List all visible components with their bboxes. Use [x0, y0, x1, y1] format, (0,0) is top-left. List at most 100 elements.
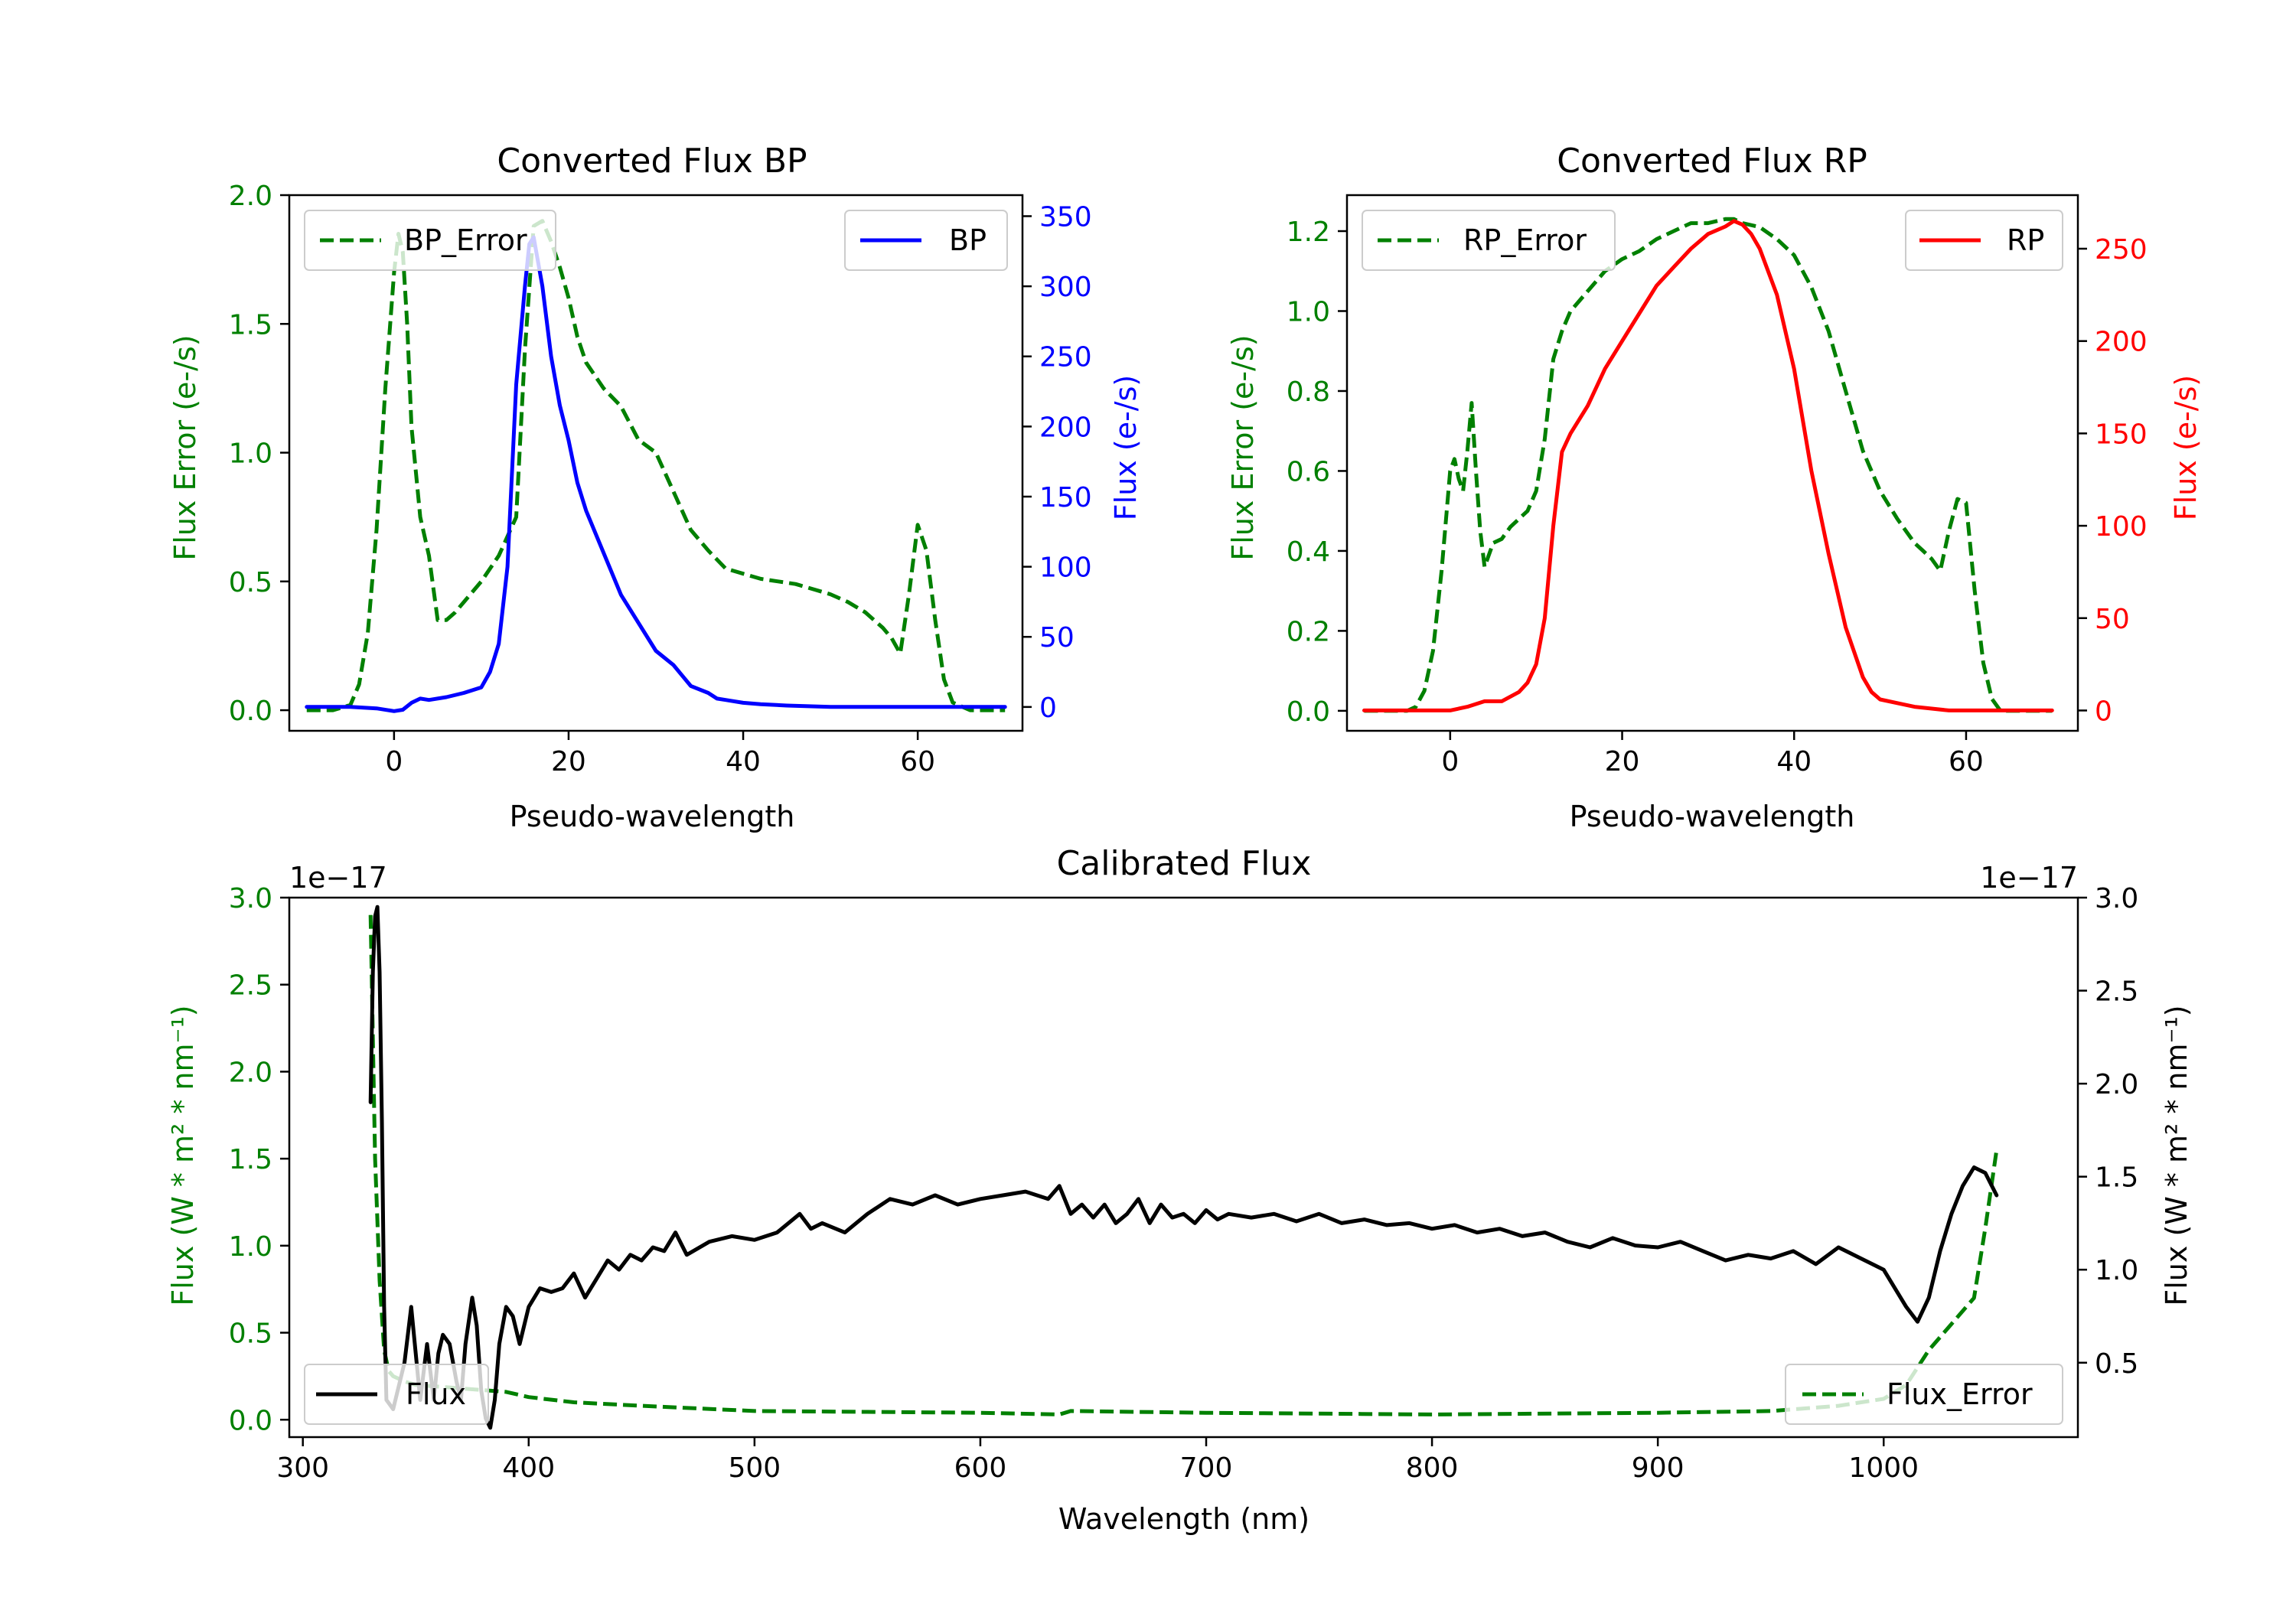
rp-series-rp	[1362, 219, 2054, 712]
rp-right-y-tick-label: 150	[2095, 419, 2148, 450]
calibrated-right-y-tick-label: 1.5	[2095, 1162, 2138, 1194]
calibrated-legend-error-label: Flux_Error	[1887, 1377, 2033, 1411]
bp-right-y-tick-label: 200	[1039, 412, 1092, 443]
rp-legend-right: RP	[1905, 210, 2063, 271]
rp-left-y-tick-label: 1.0	[1287, 296, 1330, 328]
bp-legend-left: BP_Error	[304, 210, 556, 271]
calibrated-legend-right-box	[1785, 1364, 2063, 1425]
bp-left-y-ticks: 0.0 0.5 1.0 1.5 2.0	[229, 181, 289, 727]
rp-left-y-tick-label: 0.8	[1287, 376, 1330, 408]
rp-axes-frame	[1345, 194, 2079, 732]
calibrated-right-y-tick-label: 2.0	[2095, 1069, 2138, 1100]
rp-plot-area	[1362, 217, 2054, 713]
rp-right-y-tick-label: 50	[2095, 604, 2130, 635]
rp-panel: Converted Flux RP Pseudo-wavelength Flux…	[1226, 142, 2203, 833]
calibrated-right-offset-label: 1e−17	[1980, 861, 2078, 895]
bp-right-y-tick-label: 100	[1039, 553, 1092, 584]
bp-plot-area	[305, 219, 1007, 713]
calibrated-right-y-axis-label: Flux (W * m² * nm⁻¹)	[2160, 1005, 2193, 1305]
bp-x-axis-label: Pseudo-wavelength	[510, 800, 795, 833]
rp-title: Converted Flux RP	[1557, 142, 1867, 181]
calibrated-right-y-ticks: 0.5 1.0 1.5 2.0 2.5 3.0	[2078, 883, 2138, 1380]
calibrated-left-y-tick-label: 2.0	[229, 1057, 272, 1088]
rp-right-y-axis-label: Flux (e-/s)	[2169, 375, 2203, 520]
bp-right-y-tick-label: 250	[1039, 342, 1092, 373]
bp-legend-error-label: BP_Error	[404, 223, 527, 257]
calibrated-title: Calibrated Flux	[1057, 844, 1312, 883]
calibrated-legend-flux-label: Flux	[406, 1377, 466, 1411]
bp-right-y-tick-label: 150	[1039, 482, 1092, 513]
calibrated-legend-left: Flux	[304, 1364, 489, 1425]
bp-series-bp-error	[306, 219, 1006, 712]
calibrated-right-y-tick-label: 3.0	[2095, 883, 2138, 914]
rp-left-y-axis-label: Flux Error (e-/s)	[1226, 334, 1260, 560]
rp-x-tick-label: 40	[1776, 746, 1812, 777]
calibrated-left-y-ticks: 0.0 0.5 1.0 1.5 2.0 2.5 3.0	[229, 883, 289, 1436]
rp-series-rp-error	[1364, 217, 2053, 713]
rp-left-y-tick-label: 1.2	[1287, 217, 1330, 248]
bp-legend-right: BP	[844, 210, 1008, 271]
rp-left-y-ticks: 0.0 0.2 0.4 0.6 0.8 1.0 1.2	[1287, 217, 1347, 728]
calibrated-left-offset-label: 1e−17	[289, 861, 387, 895]
calibrated-x-tick-label: 600	[954, 1452, 1007, 1484]
rp-left-y-tick-label: 0.2	[1287, 616, 1330, 647]
rp-x-ticks: 0 20 40 60	[1441, 731, 1984, 777]
rp-x-tick-label: 20	[1605, 746, 1640, 777]
calibrated-x-tick-label: 1000	[1848, 1452, 1919, 1484]
bp-left-y-tick-label: 1.0	[229, 438, 272, 470]
rp-x-tick-label: 60	[1949, 746, 1984, 777]
bp-left-y-tick-label: 2.0	[229, 181, 272, 212]
bp-x-ticks: 0 20 40 60	[385, 731, 935, 777]
rp-x-tick-label: 0	[1441, 746, 1459, 777]
rp-left-y-tick-label: 0.0	[1287, 696, 1330, 728]
rp-legend-error-label: RP_Error	[1463, 223, 1587, 257]
calibrated-left-y-tick-label: 2.5	[229, 970, 272, 1002]
calibrated-x-tick-label: 900	[1632, 1452, 1684, 1484]
calibrated-x-tick-label: 400	[502, 1452, 555, 1484]
calibrated-x-tick-label: 500	[728, 1452, 781, 1484]
bp-series-bp	[305, 235, 1007, 713]
calibrated-left-y-tick-label: 0.0	[229, 1405, 272, 1436]
rp-right-y-tick-label: 100	[2095, 511, 2148, 543]
bp-x-tick-label: 60	[900, 746, 935, 777]
bp-right-y-tick-label: 300	[1039, 272, 1092, 303]
rp-x-axis-label: Pseudo-wavelength	[1570, 800, 1855, 833]
bp-right-y-tick-label: 50	[1039, 622, 1075, 654]
calibrated-x-tick-label: 700	[1180, 1452, 1233, 1484]
rp-right-y-tick-label: 250	[2095, 234, 2148, 266]
calibrated-axes-frame	[288, 896, 2079, 1439]
rp-legend-flux-label: RP	[2007, 223, 2044, 257]
calibrated-x-tick-label: 800	[1406, 1452, 1459, 1484]
calibrated-right-y-tick-label: 2.5	[2095, 976, 2138, 1008]
rp-right-y-ticks: 0 50 100 150 200 250	[2078, 234, 2148, 727]
bp-left-y-axis-label: Flux Error (e-/s)	[168, 334, 202, 560]
bp-left-y-tick-label: 0.0	[229, 696, 272, 727]
bp-left-y-tick-label: 1.5	[229, 309, 272, 341]
bp-x-tick-label: 20	[551, 746, 586, 777]
calibrated-legend-right: Flux_Error	[1785, 1364, 2063, 1425]
calibrated-x-tick-label: 300	[276, 1452, 329, 1484]
bp-axes-frame	[288, 194, 1024, 732]
bp-legend-left-box	[304, 210, 556, 271]
calibrated-right-y-tick-label: 0.5	[2095, 1348, 2138, 1380]
calibrated-left-y-tick-label: 0.5	[229, 1319, 272, 1350]
calibrated-x-ticks: 300 400 500 600 700 800 900 1000	[276, 1437, 1919, 1484]
calibrated-left-y-axis-label: Flux (W * m² * nm⁻¹)	[166, 1005, 200, 1305]
calibrated-left-y-tick-label: 3.0	[229, 883, 272, 914]
calibrated-panel: Calibrated Flux Wavelength (nm) 1e−17 1e…	[166, 844, 2193, 1536]
bp-title: Converted Flux BP	[497, 142, 807, 181]
rp-legend-right-box	[1905, 210, 2063, 271]
rp-legend-left: RP_Error	[1362, 210, 1616, 271]
bp-legend-right-box	[844, 210, 1008, 271]
bp-right-y-ticks: 0 50 100 150 200 250 300 350	[1022, 201, 1092, 724]
bp-right-y-axis-label: Flux (e-/s)	[1109, 375, 1143, 520]
rp-left-y-tick-label: 0.4	[1287, 536, 1330, 568]
bp-right-y-tick-label: 0	[1039, 693, 1057, 724]
bp-right-y-tick-label: 350	[1039, 201, 1092, 233]
bp-panel: Converted Flux BP Pseudo-wavelength Flux…	[168, 142, 1143, 833]
bp-legend-flux-label: BP	[949, 223, 987, 257]
bp-left-y-tick-label: 0.5	[229, 567, 272, 598]
calibrated-left-y-tick-label: 1.5	[229, 1144, 272, 1175]
rp-legend-left-box	[1362, 210, 1616, 271]
